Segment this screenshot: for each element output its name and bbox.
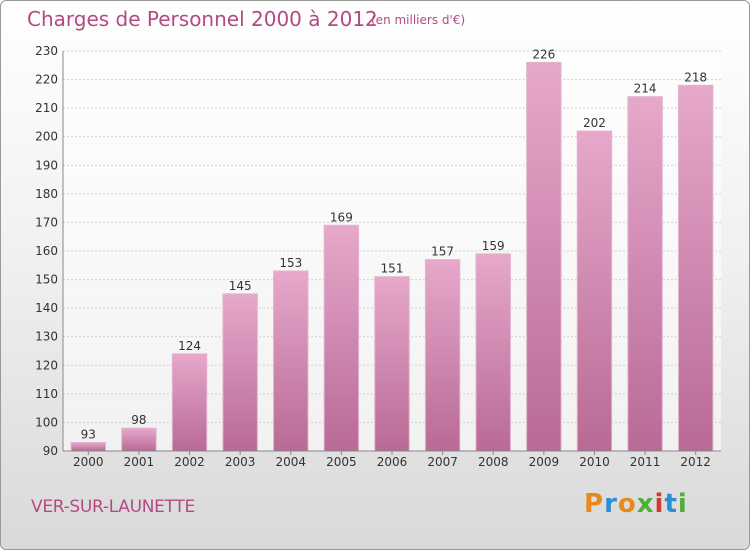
y-tick-label: 150	[35, 273, 58, 287]
value-label: 226	[532, 47, 555, 61]
y-tick-label: 120	[35, 358, 58, 372]
value-label: 98	[131, 413, 146, 427]
logo-letter: t	[664, 489, 678, 519]
logo-letter: r	[604, 489, 618, 519]
value-label: 214	[634, 82, 657, 96]
x-tick-label: 2005	[326, 455, 357, 469]
x-tick-label: 2007	[427, 455, 458, 469]
x-tick-label: 2010	[579, 455, 610, 469]
bar	[323, 224, 360, 452]
value-label: 157	[431, 245, 454, 259]
commune-name: VER-SUR-LAUNETTE	[31, 497, 195, 517]
y-axis: 90 100 110 120 130 140 150 160 170 180 190 200 210 22…	[35, 44, 64, 458]
logo-letter: P	[584, 489, 605, 519]
y-tick-label: 200	[35, 130, 58, 144]
bar	[171, 353, 208, 452]
x-tick-label: 2012	[680, 455, 711, 469]
value-label: 202	[583, 116, 606, 130]
bar	[70, 441, 107, 452]
bar	[222, 293, 258, 452]
bar	[677, 84, 714, 452]
y-tick-label: 180	[35, 187, 58, 201]
value-label: 169	[330, 210, 353, 224]
x-tick-label: 2004	[275, 455, 306, 469]
bar	[526, 61, 562, 452]
value-label: 145	[229, 279, 252, 293]
value-label: 218	[684, 70, 707, 84]
x-tick-label: 2011	[630, 455, 661, 469]
chart-subtitle: (en milliers d'€)	[371, 13, 466, 27]
x-tick-label: 2001	[124, 455, 155, 469]
x-tick-label: 2006	[377, 455, 408, 469]
bar	[576, 130, 613, 452]
value-label: 124	[178, 339, 201, 353]
bar	[273, 270, 309, 452]
x-tick-label: 2003	[225, 455, 256, 469]
y-tick-label: 210	[35, 101, 58, 115]
bar	[475, 253, 511, 452]
y-tick-label: 130	[35, 330, 58, 344]
x-tick-label: 2009	[529, 455, 560, 469]
proxiti-logo: Proxiti	[584, 489, 688, 519]
x-tick-label: 2008	[478, 455, 509, 469]
y-tick-label: 160	[35, 244, 58, 258]
bar	[374, 276, 410, 452]
value-label: 153	[279, 256, 302, 270]
x-tick-label: 2000	[73, 455, 104, 469]
y-tick-label: 140	[35, 301, 58, 315]
x-axis: 2000 2001 2002 2003 2004 2005 2006 2007 2008 2009…	[63, 450, 721, 469]
y-tick-label: 230	[35, 44, 58, 58]
logo-letter: i	[654, 489, 665, 519]
bar	[627, 96, 663, 452]
value-label: 93	[81, 427, 96, 441]
value-label: 159	[482, 239, 505, 253]
logo-letter: o	[617, 489, 637, 519]
y-tick-label: 170	[35, 215, 58, 229]
x-tick-label: 2002	[174, 455, 205, 469]
y-tick-label: 90	[43, 444, 58, 458]
y-tick-label: 110	[35, 387, 58, 401]
bars: 93 98 124 145 153 169 151 157 159 226 202 214 218	[70, 47, 714, 452]
logo-letter: x	[636, 489, 655, 519]
bar	[121, 427, 157, 452]
y-tick-label: 220	[35, 73, 58, 87]
y-tick-label: 190	[35, 158, 58, 172]
y-tick-label: 100	[35, 415, 58, 429]
bar	[424, 259, 461, 452]
chart-title: Charges de Personnel 2000 à 2012	[27, 7, 378, 31]
value-label: 151	[381, 262, 404, 276]
logo-letter: i	[677, 489, 688, 519]
